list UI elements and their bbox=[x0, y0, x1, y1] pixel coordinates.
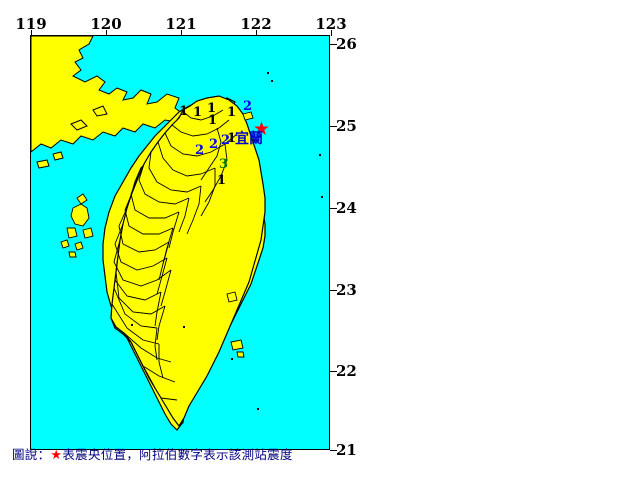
map-geometry bbox=[31, 36, 329, 449]
lat-tick-22 bbox=[330, 371, 337, 372]
lat-label-21: 21 bbox=[336, 441, 357, 459]
kinmen-islands bbox=[36, 159, 50, 169]
map-legend: 圖說：★表震央位置，阿拉伯數字表示該測站震度 bbox=[12, 444, 293, 463]
lon-label-120: 120 bbox=[90, 15, 122, 33]
lon-label-122: 122 bbox=[240, 15, 272, 33]
lat-label-22: 22 bbox=[336, 362, 357, 380]
report-panel: 中 央 氣 象 局 地 震 報 告 小區域有感地震 日期： 105 年 2 月 … bbox=[340, 0, 640, 480]
lat-label-24: 24 bbox=[336, 199, 357, 217]
lat-label-23: 23 bbox=[336, 281, 357, 299]
station-marker-intensity-2: 2 bbox=[195, 143, 205, 158]
lon-tick-122 bbox=[256, 30, 257, 36]
penghu-islands bbox=[60, 193, 94, 258]
lon-label-121: 121 bbox=[165, 15, 197, 33]
lat-tick-26 bbox=[330, 44, 337, 45]
guishan-island bbox=[242, 111, 254, 121]
offshore-islands-southeast bbox=[226, 291, 245, 358]
station-marker-intensity-3: 3 bbox=[219, 157, 229, 172]
county-boundaries bbox=[111, 109, 238, 401]
city-label-yilan: 宜蘭 bbox=[235, 131, 263, 147]
matsu-islands bbox=[52, 151, 64, 161]
station-marker-intensity-1: 1 bbox=[208, 113, 218, 128]
lon-label-119: 119 bbox=[15, 15, 47, 33]
coastal-islet-a bbox=[70, 119, 88, 131]
station-marker-intensity-1: 1 bbox=[217, 173, 227, 188]
station-marker-intensity-1: 1 bbox=[207, 101, 217, 116]
lon-tick-123 bbox=[331, 30, 332, 36]
lat-label-26: 26 bbox=[336, 35, 357, 53]
lat-tick-25 bbox=[330, 126, 337, 127]
lat-tick-23 bbox=[330, 290, 337, 291]
lon-tick-120 bbox=[106, 30, 107, 36]
lat-tick-21 bbox=[330, 450, 337, 451]
station-marker-intensity-2: 2 bbox=[221, 133, 231, 148]
station-marker-intensity-1: 1 bbox=[227, 131, 237, 146]
station-marker-intensity-2: 2 bbox=[209, 137, 219, 152]
ocean-specks bbox=[131, 72, 323, 410]
taiwan-map[interactable]: 1 1 1 1 1 1 1 2 2 2 2 3 ★ 宜蘭 bbox=[30, 35, 330, 450]
coastal-islet-b bbox=[92, 105, 108, 117]
lat-tick-24 bbox=[330, 208, 337, 209]
mainland-china-landmass bbox=[31, 36, 184, 153]
legend-description: 表震央位置，阿拉伯數字表示該測站震度 bbox=[62, 447, 293, 462]
station-marker-intensity-1: 1 bbox=[179, 104, 189, 119]
epicenter-star-icon: ★ bbox=[253, 118, 271, 140]
station-marker-intensity-1: 1 bbox=[193, 105, 203, 120]
lat-label-25: 25 bbox=[336, 117, 357, 135]
taiwan-outline bbox=[110, 95, 266, 428]
lon-label-123: 123 bbox=[315, 15, 347, 33]
legend-star-icon: ★ bbox=[50, 448, 63, 463]
lon-tick-119 bbox=[31, 30, 32, 36]
map-panel: 119 120 121 122 123 26 25 24 23 22 21 bbox=[12, 15, 357, 463]
lon-tick-121 bbox=[181, 30, 182, 36]
station-marker-intensity-1: 1 bbox=[227, 105, 237, 120]
station-marker-intensity-2: 2 bbox=[243, 99, 253, 114]
legend-prefix: 圖說： bbox=[12, 447, 51, 462]
